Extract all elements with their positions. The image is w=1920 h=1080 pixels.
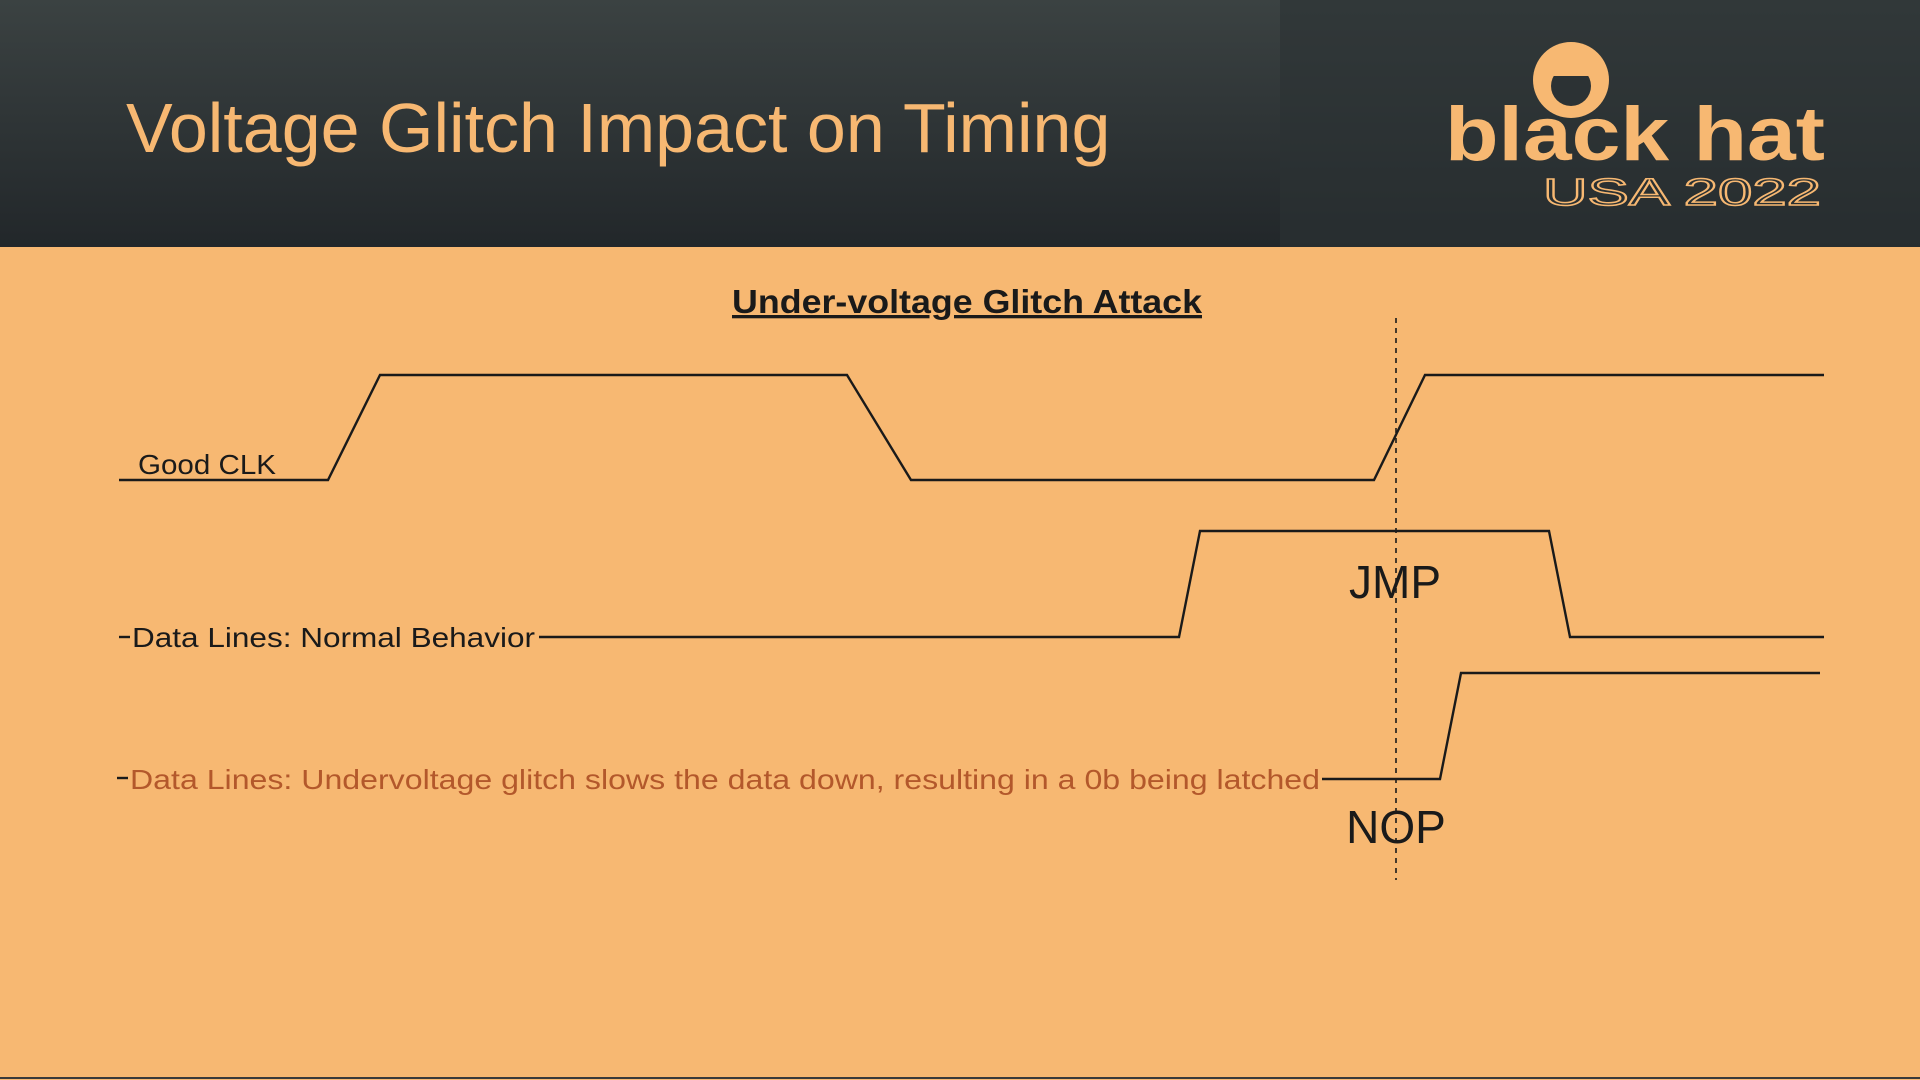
logo-icon-hat bbox=[1548, 66, 1594, 76]
state-label: JMP bbox=[1349, 556, 1441, 608]
diagram-title: Under-voltage Glitch Attack bbox=[732, 283, 1203, 320]
signal-label: Data Lines: Normal Behavior bbox=[132, 622, 535, 653]
signal-label: Good CLK bbox=[138, 449, 276, 480]
logo-name: black hat bbox=[1445, 92, 1825, 177]
signal-label: Data Lines: Undervoltage glitch slows th… bbox=[130, 764, 1320, 795]
logo: black hat USA 2022 bbox=[1445, 42, 1825, 215]
header-logo-panel bbox=[1280, 0, 1920, 247]
slide-title: Voltage Glitch Impact on Timing bbox=[126, 89, 1110, 167]
data-glitch-waveform bbox=[1322, 671, 1820, 781]
logo-edition: USA 2022 bbox=[1543, 172, 1821, 214]
state-label: NOP bbox=[1346, 801, 1446, 853]
clock-waveform bbox=[119, 373, 1824, 482]
data-normal-waveform bbox=[539, 529, 1824, 639]
